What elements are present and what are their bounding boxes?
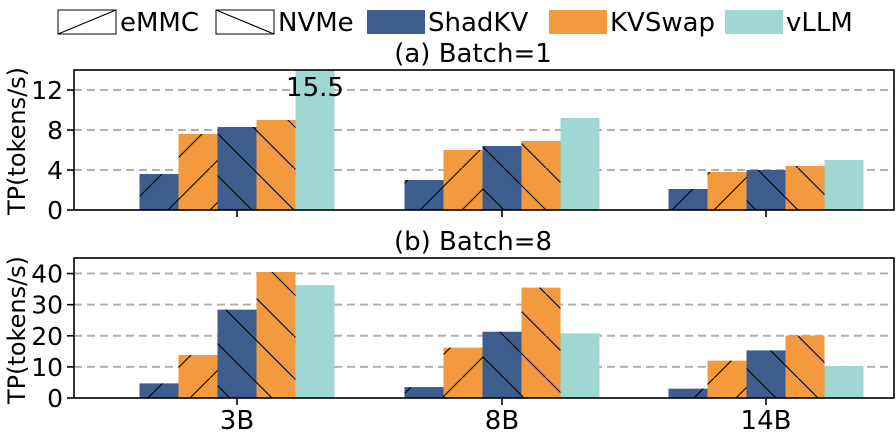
y-axis-label-batch-8: TP(tokens/s) — [3, 256, 31, 405]
bar-kvswap-nvme-14b-hatch — [785, 166, 825, 210]
bar-vllm-8b — [560, 118, 600, 210]
y-tick-label: 10 — [31, 353, 63, 382]
y-tick-label: 0 — [47, 384, 63, 413]
bar-vllm-14b — [824, 160, 864, 210]
legend: eMMC NVMe ShadKV KVSwap vLLM — [57, 8, 853, 38]
panel-batch-1: (a) Batch=1 TP(tokens/s) 0 4 8 12 15.5 — [3, 39, 895, 225]
bar-kvswap-nvme-8b-hatch — [521, 141, 561, 210]
bar-shadkv-emmc-3b-hatch — [139, 174, 179, 210]
legend-item-nvme: NVMe — [215, 8, 354, 38]
bar-kvswap-nvme-14b-hatch — [785, 335, 825, 398]
legend-swatch-vllm — [725, 10, 783, 34]
y-tick-label: 0 — [47, 196, 63, 225]
bar-kvswap-nvme-8b-hatch — [521, 287, 561, 398]
bar-shadkv-nvme-14b-hatch — [746, 170, 786, 210]
bar-shadkv-nvme-14b-hatch — [746, 350, 786, 398]
legend-label-emmc: eMMC — [120, 8, 199, 38]
bar-kvswap-emmc-8b-hatch — [443, 347, 483, 398]
bar-kvswap-emmc-14b-hatch — [707, 172, 747, 210]
y-tick-label: 4 — [47, 156, 63, 185]
bar-shadkv-nvme-8b-hatch — [482, 331, 522, 398]
data-label-overflow: 15.5 — [286, 73, 344, 103]
bar-kvswap-emmc-3b-hatch — [178, 355, 218, 398]
x-tick-label-3b: 3B — [220, 406, 254, 436]
legend-swatch-kvswap — [549, 10, 607, 34]
bar-shadkv-emmc-14b-hatch — [668, 189, 708, 210]
bar-kvswap-emmc-3b-hatch — [178, 134, 218, 210]
legend-hatch-line — [215, 9, 275, 35]
legend-item-kvswap: KVSwap — [549, 8, 715, 38]
panel-title-batch-8: (b) Batch=8 — [394, 227, 552, 257]
y-ticks-batch-1: 0 4 8 12 — [31, 76, 74, 225]
legend-label-vllm: vLLM — [786, 8, 853, 38]
annotations-batch-1: 15.5 — [286, 73, 344, 103]
bar-kvswap-emmc-8b-hatch — [443, 150, 483, 210]
y-tick-label: 40 — [31, 260, 63, 289]
legend-hatch-line — [57, 9, 117, 35]
bar-shadkv-emmc-8b-hatch — [404, 180, 444, 210]
y-axis-label-batch-1: TP(tokens/s) — [3, 67, 31, 216]
bar-kvswap-nvme-3b-hatch — [256, 272, 296, 398]
bar-vllm-14b — [824, 365, 864, 398]
x-tick-label-8b: 8B — [485, 406, 519, 436]
legend-item-shadkv: ShadKV — [367, 8, 528, 38]
bars-batch-1 — [139, 70, 864, 210]
x-tick-label-14b: 14B — [741, 406, 792, 436]
legend-label-nvme: NVMe — [278, 8, 354, 38]
legend-label-kvswap: KVSwap — [610, 8, 715, 38]
legend-item-emmc: eMMC — [57, 8, 199, 38]
x-ticks-batch-8: 3B 8B 14B — [220, 398, 792, 436]
axes-frame-batch-8 — [73, 257, 895, 399]
bar-shadkv-emmc-8b-hatch — [404, 387, 444, 398]
y-tick-label: 12 — [31, 76, 63, 105]
x-ticks-batch-1 — [236, 210, 767, 217]
bar-vllm-8b — [560, 333, 600, 398]
bars-batch-8 — [139, 272, 864, 398]
bar-shadkv-nvme-8b-hatch — [482, 146, 522, 210]
bar-shadkv-nvme-3b-hatch — [217, 309, 257, 398]
legend-label-shadkv: ShadKV — [428, 8, 528, 38]
bar-shadkv-emmc-3b-hatch — [139, 383, 179, 398]
panel-title-batch-1: (a) Batch=1 — [394, 39, 552, 69]
axes-frame-batch-1 — [73, 69, 895, 211]
bar-vllm-3b — [295, 70, 335, 210]
legend-item-vllm: vLLM — [725, 8, 853, 38]
bar-vllm-3b — [295, 285, 335, 398]
legend-swatch-shadkv — [367, 10, 425, 34]
axes-frame — [73, 257, 895, 399]
y-tick-label: 8 — [47, 116, 63, 145]
bar-shadkv-emmc-14b-hatch — [668, 388, 708, 398]
bar-kvswap-emmc-14b-hatch — [707, 360, 747, 398]
axes-frame — [73, 69, 895, 211]
y-tick-label: 30 — [31, 291, 63, 320]
y-tick-label: 20 — [31, 322, 63, 351]
bar-kvswap-nvme-3b-hatch — [256, 120, 296, 210]
bar-shadkv-nvme-3b-hatch — [217, 127, 257, 210]
